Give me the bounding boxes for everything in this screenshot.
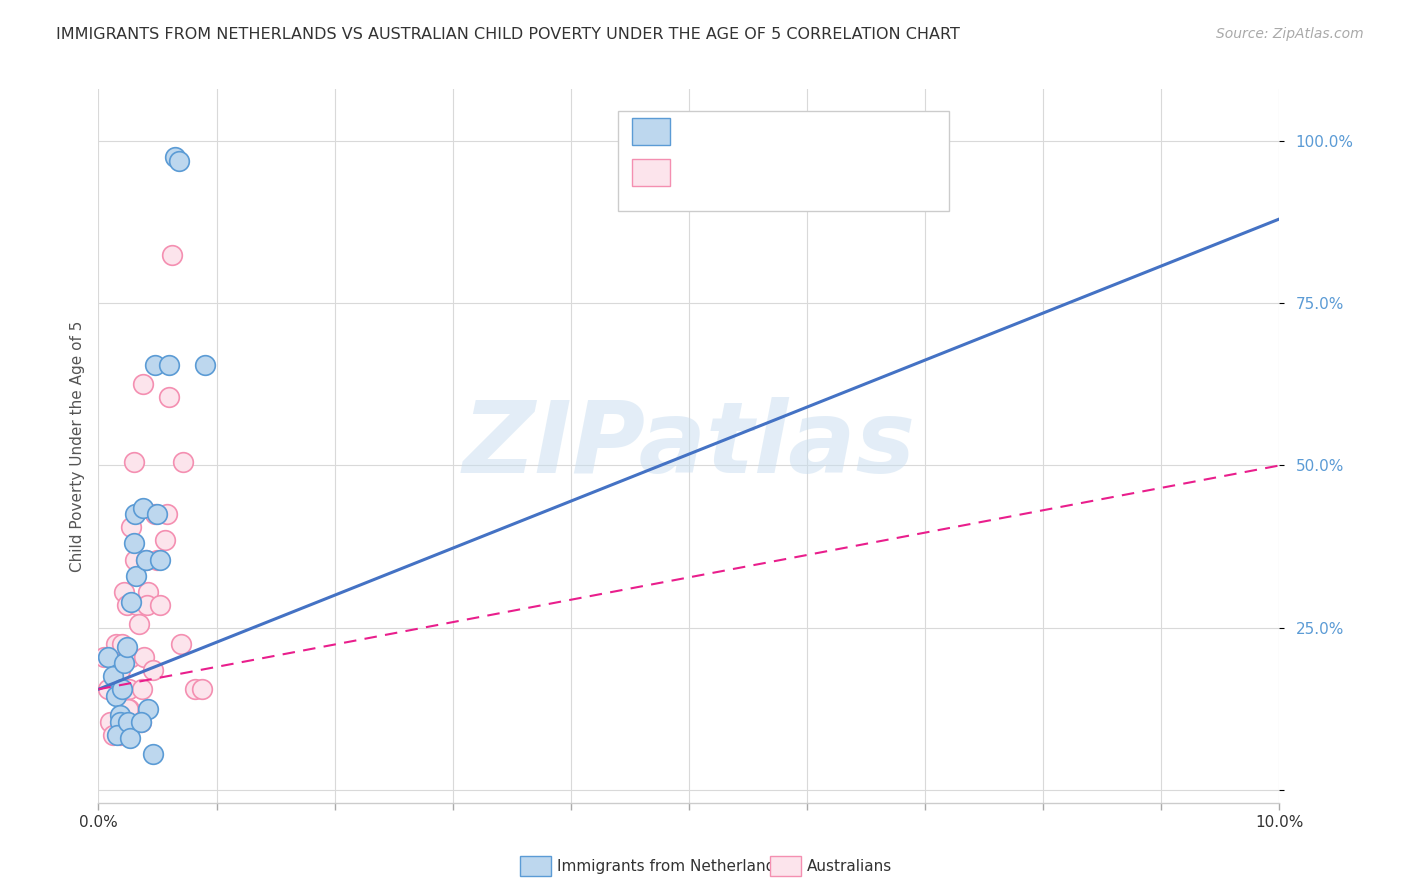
- Point: [111, 714, 134, 729]
- Point: [131, 682, 153, 697]
- Point: [194, 358, 217, 372]
- Point: [112, 657, 135, 671]
- Point: [143, 358, 166, 372]
- Point: [135, 552, 157, 566]
- Point: [125, 568, 148, 582]
- Text: R = 0.423: R = 0.423: [679, 121, 770, 139]
- Point: [146, 552, 169, 566]
- Point: [156, 507, 179, 521]
- Point: [121, 649, 143, 664]
- Point: [117, 649, 139, 664]
- Text: N = 27: N = 27: [801, 121, 863, 139]
- Point: [184, 682, 207, 697]
- Point: [149, 552, 172, 566]
- Y-axis label: Child Poverty Under the Age of 5: Child Poverty Under the Age of 5: [69, 320, 84, 572]
- Point: [135, 552, 157, 566]
- Point: [105, 728, 128, 742]
- Point: [142, 663, 165, 677]
- Point: [134, 649, 156, 664]
- Point: [191, 682, 214, 697]
- Point: [127, 598, 149, 612]
- Point: [108, 708, 131, 723]
- Point: [115, 714, 138, 729]
- Point: [143, 507, 166, 521]
- Point: [111, 637, 134, 651]
- Point: [149, 598, 172, 612]
- Point: [157, 390, 180, 404]
- Point: [125, 552, 148, 566]
- Point: [108, 714, 131, 729]
- Text: ZIPatlas: ZIPatlas: [463, 398, 915, 494]
- Point: [101, 728, 124, 742]
- Point: [136, 702, 159, 716]
- Point: [142, 747, 165, 761]
- Point: [121, 520, 143, 534]
- Point: [128, 617, 150, 632]
- Point: [111, 682, 134, 697]
- Point: [153, 533, 176, 547]
- Point: [118, 702, 141, 716]
- Point: [122, 536, 145, 550]
- Point: [120, 731, 142, 745]
- Point: [115, 598, 138, 612]
- Point: [97, 649, 120, 664]
- Point: [136, 585, 159, 599]
- Text: Source: ZipAtlas.com: Source: ZipAtlas.com: [1216, 27, 1364, 41]
- Point: [146, 507, 169, 521]
- Text: R = 0.375: R = 0.375: [679, 163, 770, 181]
- Point: [93, 649, 115, 664]
- Point: [129, 714, 152, 729]
- Point: [167, 153, 190, 168]
- Point: [97, 682, 120, 697]
- Point: [132, 500, 155, 515]
- Point: [115, 640, 138, 654]
- Point: [170, 637, 193, 651]
- Bar: [633, 118, 671, 145]
- Point: [124, 552, 146, 566]
- Point: [105, 689, 128, 703]
- Point: [101, 669, 124, 683]
- Text: IMMIGRANTS FROM NETHERLANDS VS AUSTRALIAN CHILD POVERTY UNDER THE AGE OF 5 CORRE: IMMIGRANTS FROM NETHERLANDS VS AUSTRALIA…: [56, 27, 960, 42]
- Text: Australians: Australians: [807, 859, 893, 873]
- Point: [121, 595, 143, 609]
- Point: [117, 714, 139, 729]
- Point: [165, 150, 187, 164]
- Point: [118, 682, 141, 697]
- Point: [172, 455, 194, 469]
- Text: N = 42: N = 42: [801, 163, 863, 181]
- Point: [157, 358, 180, 372]
- Point: [132, 377, 155, 392]
- Point: [98, 714, 121, 729]
- Bar: [633, 159, 671, 186]
- Point: [129, 714, 152, 729]
- Point: [160, 247, 183, 261]
- Point: [108, 663, 131, 677]
- Point: [117, 702, 139, 716]
- Point: [124, 507, 146, 521]
- Point: [122, 455, 145, 469]
- Text: Immigrants from Netherlands: Immigrants from Netherlands: [557, 859, 783, 873]
- Point: [135, 598, 157, 612]
- FancyBboxPatch shape: [619, 111, 949, 211]
- Point: [108, 728, 131, 742]
- Point: [112, 585, 135, 599]
- Point: [105, 637, 128, 651]
